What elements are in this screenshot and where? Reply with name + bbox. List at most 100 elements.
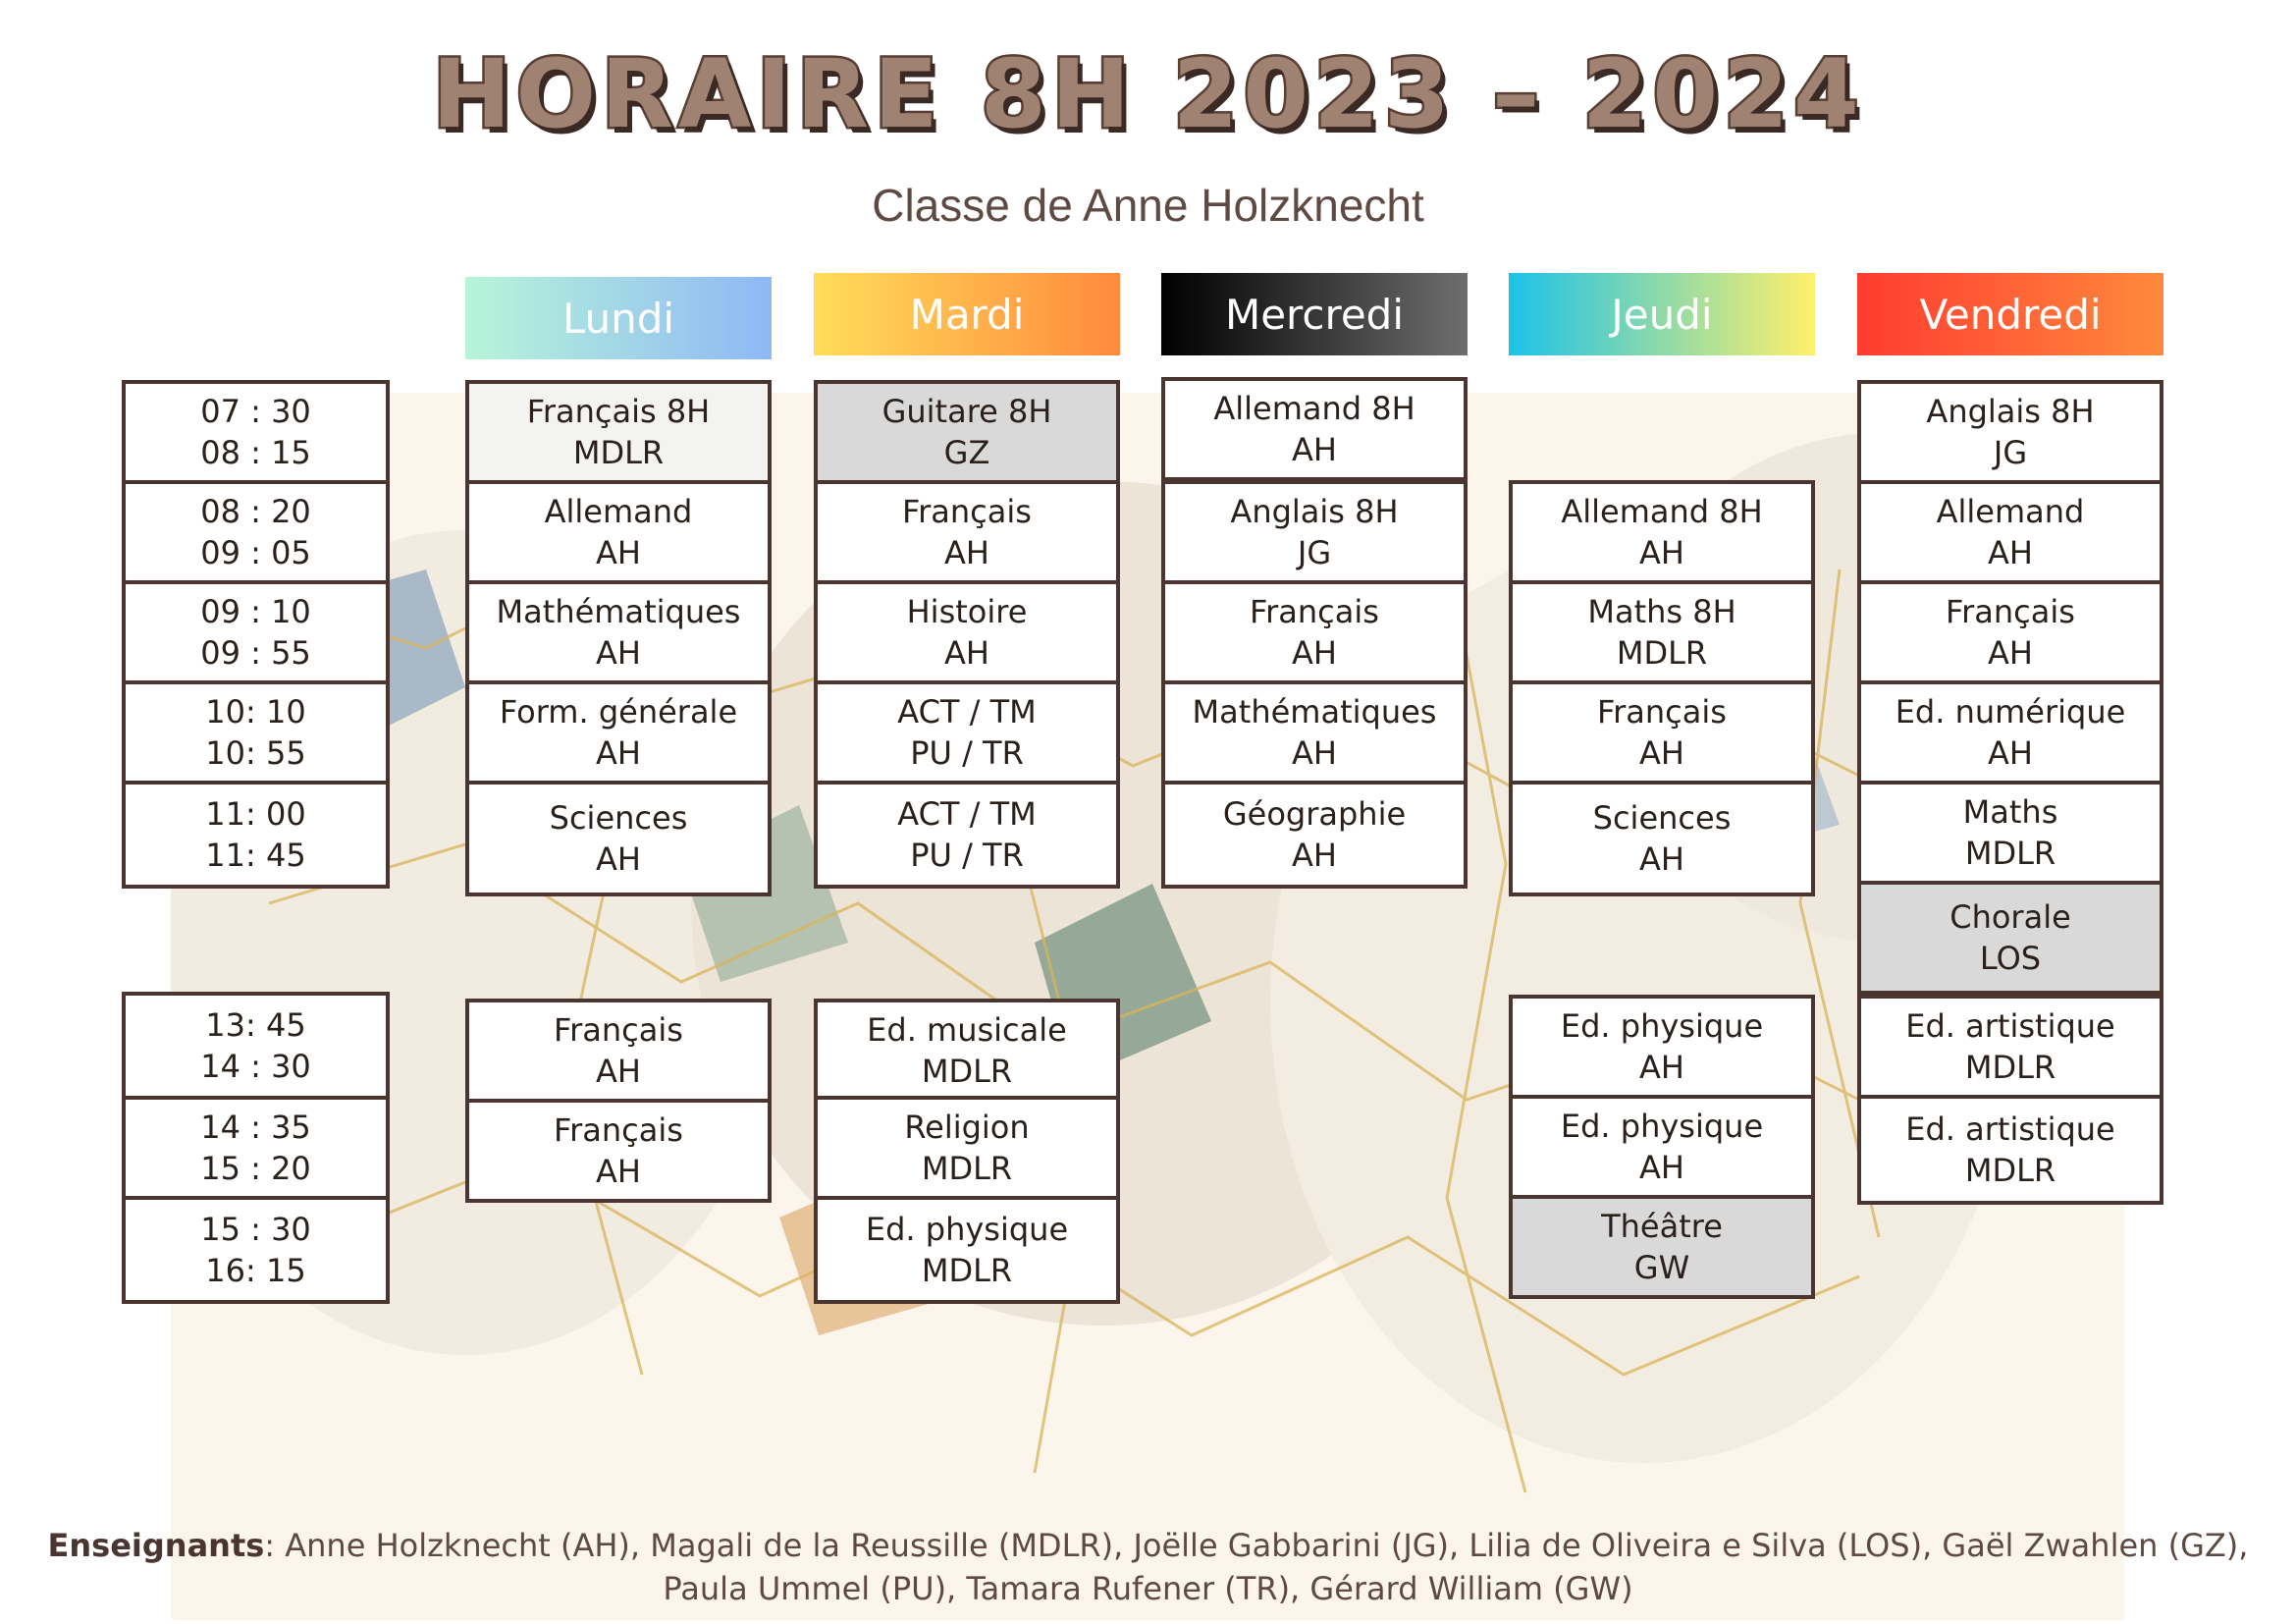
- time-slot-1: 07 : 30 08 : 15: [122, 380, 390, 484]
- lesson-teacher: GZ: [943, 434, 990, 471]
- time-end: 14 : 30: [200, 1048, 311, 1085]
- lesson-subject: Français: [1597, 693, 1727, 731]
- lesson-subject: Ed. musicale: [867, 1011, 1067, 1049]
- lesson-teacher: JG: [1993, 434, 2028, 471]
- lesson-subject: Théâtre: [1601, 1208, 1723, 1245]
- lesson-teacher: PU / TR: [910, 734, 1024, 772]
- time-start: 08 : 20: [200, 493, 311, 530]
- time-slot-7: 14 : 35 15 : 20: [122, 1096, 390, 1200]
- lesson-subject: Form. générale: [499, 693, 738, 731]
- lesson-subject: Géographie: [1222, 795, 1407, 833]
- lesson-subject: Français: [1946, 593, 2075, 630]
- time-slot-4: 10: 10 10: 55: [122, 680, 390, 785]
- lesson-teacher: AH: [1988, 734, 2033, 772]
- lesson-teacher: AH: [1639, 734, 1684, 772]
- lesson-cell-vendredi: Français AH: [1857, 580, 2163, 684]
- time-end: 09 : 55: [200, 634, 311, 672]
- time-end: 11: 45: [205, 837, 306, 874]
- lesson-cell-vendredi: Allemand AH: [1857, 480, 2163, 584]
- teachers-legend-line-1: Enseignants: Anne Holzknecht (AH), Magal…: [0, 1524, 2296, 1567]
- lesson-subject: Guitare 8H: [881, 393, 1052, 430]
- lesson-teacher: AH: [944, 634, 989, 672]
- lesson-cell-mercredi: Géographie AH: [1161, 781, 1468, 889]
- lesson-cell-vendredi: Ed. numérique AH: [1857, 680, 2163, 785]
- lesson-teacher: AH: [1988, 634, 2033, 672]
- lesson-teacher: AH: [1292, 634, 1337, 672]
- time-start: 07 : 30: [200, 393, 311, 430]
- day-header-mercredi: Mercredi: [1161, 273, 1468, 355]
- time-start: 14 : 35: [200, 1109, 311, 1146]
- lesson-subject: Sciences: [549, 799, 688, 837]
- lesson-subject: Français: [902, 493, 1032, 530]
- lesson-teacher: MDLR: [1964, 1049, 2056, 1086]
- lesson-teacher: AH: [1292, 837, 1337, 874]
- lesson-subject: Anglais 8H: [1230, 493, 1399, 530]
- lesson-cell-mardi: ACT / TM PU / TR: [814, 781, 1120, 889]
- time-end: 09 : 05: [200, 534, 311, 571]
- lesson-teacher: MDLR: [921, 1053, 1013, 1090]
- time-end: 10: 55: [205, 734, 306, 772]
- day-header-mardi: Mardi: [814, 273, 1120, 355]
- page-title: HORAIRE 8H 2023 – 2024: [430, 37, 1864, 152]
- day-header-lundi: Lundi: [465, 277, 772, 359]
- lesson-cell-jeudi: Sciences AH: [1509, 781, 1815, 896]
- lesson-cell-lundi: Français AH: [465, 999, 772, 1103]
- lesson-subject: ACT / TM: [897, 795, 1037, 833]
- lesson-cell-lundi: Français AH: [465, 1099, 772, 1203]
- lesson-teacher: MDLR: [1964, 835, 2056, 872]
- teachers-legend: Enseignants: Anne Holzknecht (AH), Magal…: [0, 1524, 2296, 1610]
- teachers-list-1: : Anne Holzknecht (AH), Magali de la Reu…: [264, 1527, 2249, 1564]
- lesson-cell-vendredi: Chorale LOS: [1857, 881, 2163, 995]
- lesson-cell-jeudi: Allemand 8H AH: [1509, 480, 1815, 584]
- lesson-subject: Anglais 8H: [1926, 393, 2095, 430]
- lesson-subject: Mathématiques: [1192, 693, 1437, 731]
- lesson-cell-mercredi: Allemand 8H AH: [1161, 377, 1468, 481]
- time-end: 15 : 20: [200, 1150, 311, 1187]
- kintsugi-background-image: [171, 393, 2124, 1620]
- lesson-subject: Français: [554, 1011, 683, 1049]
- time-slot-6: 13: 45 14 : 30: [122, 992, 390, 1100]
- lesson-teacher: AH: [1988, 534, 2033, 571]
- lesson-teacher: JG: [1297, 534, 1332, 571]
- lesson-teacher: AH: [944, 534, 989, 571]
- page-subtitle: Classe de Anne Holzknecht: [872, 180, 1424, 231]
- lesson-subject: Allemand: [1936, 493, 2085, 530]
- lesson-cell-jeudi: Français AH: [1509, 680, 1815, 785]
- lesson-cell-mardi: Français AH: [814, 480, 1120, 584]
- time-slot-5: 11: 00 11: 45: [122, 781, 390, 889]
- lesson-teacher: AH: [596, 840, 641, 878]
- lesson-subject: Allemand: [544, 493, 693, 530]
- lesson-subject: Histoire: [906, 593, 1028, 630]
- time-slot-2: 08 : 20 09 : 05: [122, 480, 390, 584]
- lesson-cell-mardi: ACT / TM PU / TR: [814, 680, 1120, 785]
- lesson-teacher: AH: [596, 1053, 641, 1090]
- lesson-teacher: GW: [1633, 1249, 1690, 1286]
- lesson-teacher: AH: [1639, 1149, 1684, 1186]
- time-start: 09 : 10: [200, 593, 311, 630]
- lesson-subject: Français: [554, 1111, 683, 1149]
- lesson-subject: Français: [1250, 593, 1379, 630]
- lesson-cell-mardi: Histoire AH: [814, 580, 1120, 684]
- lesson-subject: Maths 8H: [1587, 593, 1736, 630]
- lesson-subject: Ed. numérique: [1895, 693, 2126, 731]
- lesson-cell-vendredi: Maths MDLR: [1857, 781, 2163, 885]
- lesson-subject: Maths: [1962, 793, 2058, 831]
- lesson-subject: Allemand 8H: [1213, 390, 1415, 427]
- lesson-cell-mardi: Guitare 8H GZ: [814, 380, 1120, 484]
- lesson-cell-lundi: Français 8H MDLR: [465, 380, 772, 484]
- lesson-teacher: AH: [1292, 734, 1337, 772]
- lesson-teacher: AH: [596, 634, 641, 672]
- lesson-subject: Chorale: [1949, 898, 2071, 936]
- lesson-subject: Religion: [904, 1109, 1030, 1146]
- lesson-cell-mercredi: Français AH: [1161, 580, 1468, 684]
- lesson-cell-lundi: Allemand AH: [465, 480, 772, 584]
- time-start: 10: 10: [205, 693, 306, 731]
- lesson-subject: Ed. physique: [865, 1211, 1069, 1248]
- lesson-subject: Français 8H: [526, 393, 711, 430]
- time-slot-3: 09 : 10 09 : 55: [122, 580, 390, 684]
- teachers-legend-line-2: Paula Ummel (PU), Tamara Rufener (TR), G…: [663, 1570, 1633, 1607]
- lesson-cell-vendredi: Anglais 8H JG: [1857, 380, 2163, 484]
- lesson-teacher: AH: [596, 1153, 641, 1190]
- time-end: 16: 15: [205, 1252, 306, 1289]
